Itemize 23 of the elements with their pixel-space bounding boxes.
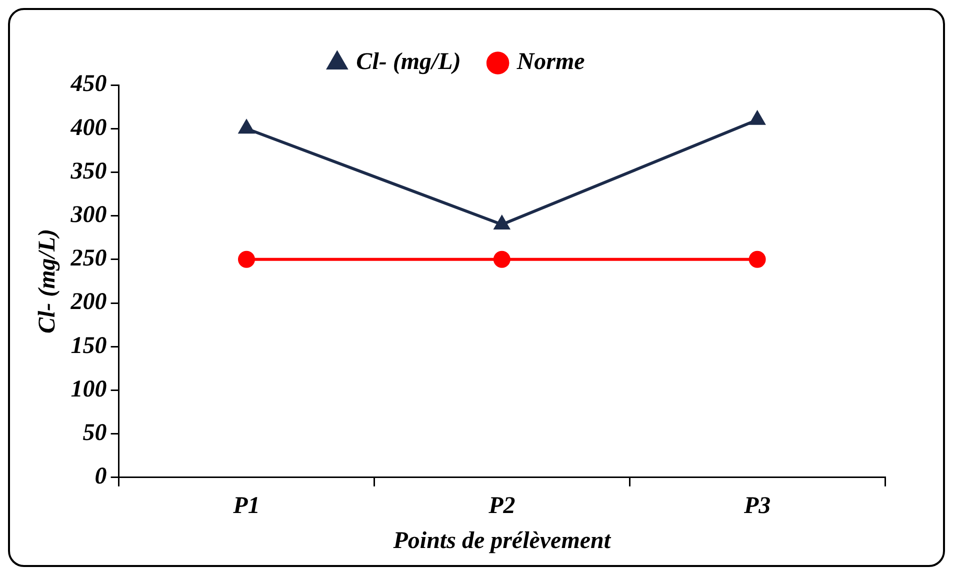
point xyxy=(238,250,255,268)
y-tick-label: 100 xyxy=(70,376,107,402)
legend-label: Cl- (mg/L) xyxy=(356,49,461,76)
point xyxy=(493,250,510,268)
point xyxy=(748,250,766,268)
point xyxy=(238,120,254,134)
x-tick-label: P1 xyxy=(232,493,260,520)
y-tick-label: 50 xyxy=(82,420,107,446)
y-tick-label: 0 xyxy=(94,464,107,490)
y-tick-label: 450 xyxy=(70,71,107,98)
x-tick-label: P3 xyxy=(742,493,771,520)
x-axis-title: Points de prélèvement xyxy=(392,528,612,554)
y-tick-label: 300 xyxy=(70,202,107,228)
y-tick-label: 400 xyxy=(70,114,107,141)
y-tick-label: 250 xyxy=(70,246,107,272)
x-tick-label: P2 xyxy=(488,493,516,520)
point xyxy=(494,216,510,230)
legend-label: Norme xyxy=(516,49,586,76)
y-axis-title: Cl- (mg/L) xyxy=(34,228,61,334)
y-tick-label: 200 xyxy=(70,289,107,316)
y-tick-label: 350 xyxy=(70,158,107,184)
y-tick-label: 150 xyxy=(70,332,107,359)
point xyxy=(750,111,765,125)
